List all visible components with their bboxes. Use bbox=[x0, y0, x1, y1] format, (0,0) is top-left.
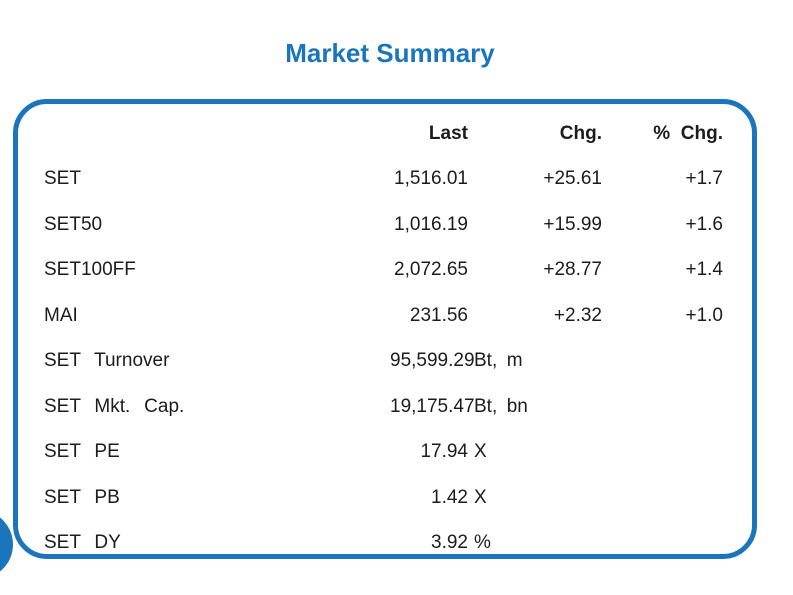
row-last-value: 1,516.01 bbox=[394, 168, 468, 190]
page-title: Market Summary bbox=[285, 38, 495, 68]
market-summary-card: Last Chg. % Chg. SET 1,516.01 +25.61 +1.… bbox=[13, 99, 757, 559]
row-last-value: 19,175.47 bbox=[390, 395, 475, 417]
header-chg: Chg. bbox=[559, 122, 602, 144]
row-label: SET100FF bbox=[44, 259, 136, 281]
row-change: +2.32 bbox=[553, 304, 602, 326]
row-label: SET PB bbox=[44, 486, 120, 508]
row-change: +15.99 bbox=[543, 213, 602, 235]
row-last-value: 2,072.65 bbox=[394, 259, 468, 281]
row-unit: % bbox=[474, 532, 491, 554]
row-unit: X bbox=[474, 486, 487, 508]
table-row-set-turnover: SET Turnover 95,599.29 Bt, m bbox=[44, 339, 752, 385]
header-last: Last bbox=[428, 122, 468, 144]
row-change: +28.77 bbox=[543, 259, 602, 281]
table-row-set-mkt-cap: SET Mkt. Cap. 19,175.47 Bt, bn bbox=[44, 384, 752, 430]
table-row-set-pb: SET PB 1.42 X bbox=[44, 475, 752, 521]
row-last-value: 1,016.19 bbox=[394, 213, 468, 235]
table-header-row: Last Chg. % Chg. bbox=[44, 111, 752, 157]
market-summary-table: Last Chg. % Chg. SET 1,516.01 +25.61 +1.… bbox=[18, 104, 752, 555]
row-pct-change: +1.6 bbox=[685, 213, 723, 235]
table-row-mai: MAI 231.56 +2.32 +1.0 bbox=[44, 293, 752, 339]
row-label: SET Mkt. Cap. bbox=[44, 395, 185, 417]
row-unit: Bt, m bbox=[474, 350, 523, 372]
row-last-value: 231.56 bbox=[409, 304, 468, 326]
table-row-set-dy: SET DY 3.92 % bbox=[44, 521, 752, 555]
row-unit: X bbox=[474, 441, 487, 463]
row-last-value: 1.42 bbox=[431, 486, 468, 508]
row-label: SET50 bbox=[44, 213, 103, 235]
table-row-set50: SET50 1,016.19 +15.99 +1.6 bbox=[44, 202, 752, 248]
header-pct-chg: % Chg. bbox=[653, 122, 723, 144]
row-last-value: 95,599.29 bbox=[390, 350, 475, 372]
row-label: SET Turnover bbox=[44, 350, 170, 372]
row-unit: Bt, bn bbox=[474, 395, 528, 417]
table-row-set-pe: SET PE 17.94 X bbox=[44, 430, 752, 476]
row-label: SET PE bbox=[44, 441, 120, 463]
row-pct-change: +1.7 bbox=[685, 168, 723, 190]
table-row-set: SET 1,516.01 +25.61 +1.7 bbox=[44, 157, 752, 203]
row-label: SET bbox=[44, 168, 81, 190]
row-pct-change: +1.0 bbox=[685, 304, 723, 326]
row-pct-change: +1.4 bbox=[685, 259, 723, 281]
row-last-value: 17.94 bbox=[420, 441, 468, 463]
corner-circle-decoration bbox=[0, 510, 13, 579]
row-label: SET DY bbox=[44, 532, 121, 554]
row-label: MAI bbox=[44, 304, 78, 326]
row-change: +25.61 bbox=[543, 168, 602, 190]
table-row-set100ff: SET100FF 2,072.65 +28.77 +1.4 bbox=[44, 248, 752, 294]
row-last-value: 3.92 bbox=[431, 532, 468, 554]
